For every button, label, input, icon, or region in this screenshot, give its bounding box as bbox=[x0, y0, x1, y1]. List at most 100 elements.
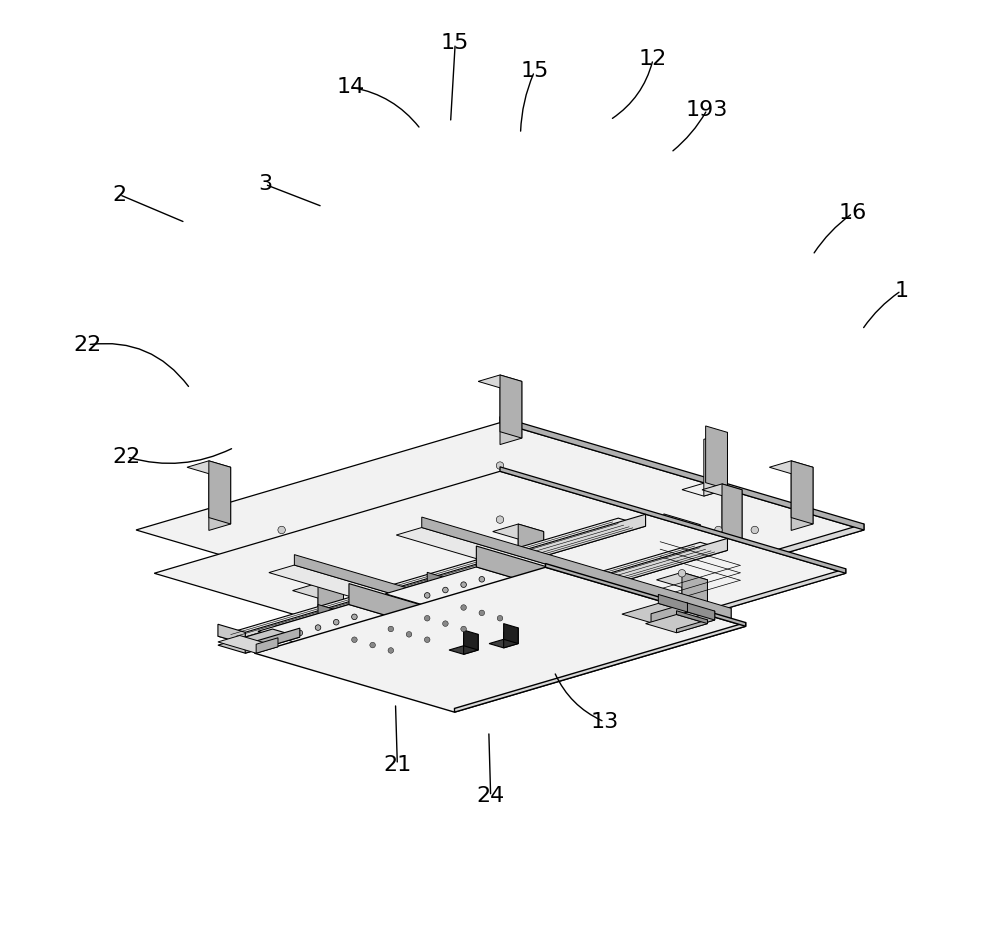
Circle shape bbox=[461, 582, 466, 588]
Circle shape bbox=[424, 636, 430, 642]
Circle shape bbox=[497, 616, 503, 622]
Polygon shape bbox=[660, 534, 740, 591]
Polygon shape bbox=[209, 461, 231, 524]
Polygon shape bbox=[500, 381, 522, 445]
Polygon shape bbox=[722, 490, 742, 552]
Polygon shape bbox=[682, 572, 707, 631]
Polygon shape bbox=[364, 599, 407, 621]
Polygon shape bbox=[485, 576, 576, 623]
Polygon shape bbox=[682, 579, 707, 638]
Polygon shape bbox=[651, 603, 687, 622]
Polygon shape bbox=[677, 620, 707, 633]
Polygon shape bbox=[464, 635, 478, 654]
Polygon shape bbox=[396, 528, 731, 626]
Polygon shape bbox=[500, 375, 522, 438]
Circle shape bbox=[388, 626, 394, 632]
Polygon shape bbox=[545, 563, 746, 626]
Polygon shape bbox=[373, 589, 407, 607]
Text: 13: 13 bbox=[590, 712, 619, 732]
Circle shape bbox=[715, 526, 722, 534]
Polygon shape bbox=[418, 572, 582, 620]
Polygon shape bbox=[573, 579, 613, 592]
Polygon shape bbox=[465, 606, 544, 628]
Circle shape bbox=[479, 610, 485, 616]
Circle shape bbox=[424, 616, 430, 622]
Polygon shape bbox=[518, 524, 544, 582]
Polygon shape bbox=[327, 538, 727, 668]
Polygon shape bbox=[293, 583, 343, 598]
Polygon shape bbox=[664, 514, 700, 534]
Polygon shape bbox=[218, 624, 245, 644]
Circle shape bbox=[352, 614, 357, 620]
Polygon shape bbox=[500, 417, 864, 530]
Polygon shape bbox=[358, 613, 449, 661]
Polygon shape bbox=[309, 615, 353, 636]
Polygon shape bbox=[702, 484, 742, 496]
Text: 1: 1 bbox=[894, 281, 908, 300]
Circle shape bbox=[297, 630, 303, 636]
Polygon shape bbox=[300, 649, 327, 668]
Polygon shape bbox=[595, 574, 613, 592]
Polygon shape bbox=[245, 514, 646, 644]
Polygon shape bbox=[445, 622, 489, 645]
Polygon shape bbox=[456, 632, 507, 647]
Circle shape bbox=[388, 648, 394, 653]
Text: 22: 22 bbox=[113, 446, 141, 467]
Polygon shape bbox=[504, 628, 518, 648]
Polygon shape bbox=[422, 517, 731, 619]
Polygon shape bbox=[400, 629, 434, 648]
Circle shape bbox=[406, 632, 412, 637]
Polygon shape bbox=[627, 563, 667, 576]
Polygon shape bbox=[591, 567, 613, 586]
Circle shape bbox=[751, 526, 759, 534]
Polygon shape bbox=[476, 546, 576, 596]
Polygon shape bbox=[218, 519, 646, 644]
Polygon shape bbox=[300, 542, 727, 668]
Circle shape bbox=[443, 587, 448, 592]
Polygon shape bbox=[418, 582, 462, 605]
Text: 15: 15 bbox=[520, 62, 549, 81]
Polygon shape bbox=[791, 461, 813, 524]
Polygon shape bbox=[578, 646, 604, 664]
Polygon shape bbox=[154, 472, 846, 675]
Polygon shape bbox=[518, 532, 544, 590]
Circle shape bbox=[496, 516, 504, 523]
Polygon shape bbox=[478, 375, 522, 388]
Polygon shape bbox=[649, 558, 667, 576]
Polygon shape bbox=[482, 524, 700, 598]
Polygon shape bbox=[493, 524, 544, 539]
Polygon shape bbox=[136, 423, 864, 637]
Polygon shape bbox=[657, 572, 707, 588]
Polygon shape bbox=[269, 565, 604, 664]
Text: 22: 22 bbox=[73, 335, 102, 355]
Circle shape bbox=[678, 569, 686, 577]
Polygon shape bbox=[686, 603, 715, 620]
Polygon shape bbox=[478, 547, 522, 560]
Polygon shape bbox=[658, 594, 687, 612]
Circle shape bbox=[461, 605, 466, 610]
Polygon shape bbox=[187, 461, 231, 474]
Polygon shape bbox=[500, 547, 522, 610]
Polygon shape bbox=[677, 611, 707, 623]
Polygon shape bbox=[427, 572, 462, 592]
Text: 16: 16 bbox=[839, 203, 867, 223]
Text: 21: 21 bbox=[383, 754, 411, 775]
Polygon shape bbox=[706, 426, 727, 490]
Polygon shape bbox=[218, 636, 278, 653]
Polygon shape bbox=[294, 555, 604, 656]
Polygon shape bbox=[445, 523, 700, 598]
Circle shape bbox=[461, 626, 466, 632]
Text: 12: 12 bbox=[639, 50, 667, 69]
Circle shape bbox=[424, 592, 430, 598]
Polygon shape bbox=[504, 623, 518, 644]
Circle shape bbox=[496, 526, 504, 534]
Circle shape bbox=[443, 621, 448, 626]
Polygon shape bbox=[515, 567, 740, 634]
Polygon shape bbox=[631, 517, 651, 579]
Polygon shape bbox=[318, 605, 353, 623]
Polygon shape bbox=[218, 629, 300, 653]
Polygon shape bbox=[791, 467, 813, 531]
Polygon shape bbox=[706, 608, 731, 626]
Polygon shape bbox=[256, 637, 278, 653]
Polygon shape bbox=[455, 622, 746, 712]
